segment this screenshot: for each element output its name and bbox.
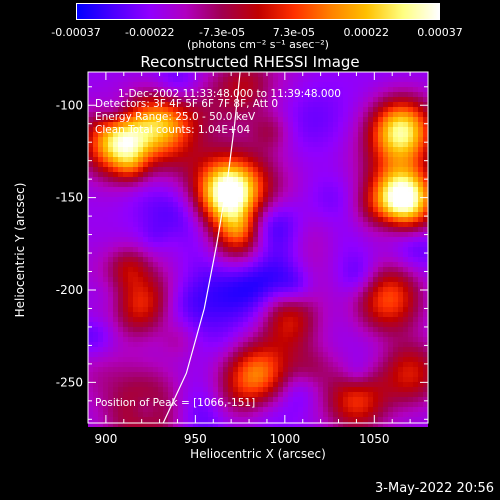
annotation-method: Clean Total counts: 1.04E+04 bbox=[95, 124, 251, 136]
x-tick-label: 900 bbox=[94, 432, 117, 446]
colorbar-tick-label: 0.00037 bbox=[417, 26, 463, 39]
colorbar-tick-label: -7.3e-05 bbox=[198, 26, 246, 39]
annotation-energy: Energy Range: 25.0 - 50.0 keV bbox=[95, 111, 256, 123]
colorbar-units: (photons cm⁻² s⁻¹ asec⁻²) bbox=[187, 38, 329, 51]
x-axis-label: Heliocentric X (arcsec) bbox=[190, 447, 326, 461]
annotation-time-range: 1-Dec-2002 11:33:48.000 to 11:39:48.000 bbox=[118, 88, 341, 100]
y-tick-label: -150 bbox=[56, 191, 83, 205]
heatmap-image bbox=[88, 72, 428, 427]
x-tick-label: 1000 bbox=[270, 432, 301, 446]
annotation-detectors: Detectors: 3F 4F 5F 6F 7F 8F, Att 0 bbox=[95, 98, 279, 110]
y-tick-label: -100 bbox=[56, 98, 83, 112]
chart-title: Reconstructed RHESSI Image bbox=[140, 53, 360, 71]
colorbar-tick-label: 7.3e-05 bbox=[272, 26, 316, 39]
axes: 900 950 1000 1050 -100 -150 -200 -250 bbox=[56, 72, 429, 446]
y-tick-label: -200 bbox=[56, 283, 83, 297]
timestamp: 3-May-2022 20:56 bbox=[375, 481, 494, 496]
solar-limb-line bbox=[162, 71, 241, 424]
colorbar bbox=[76, 3, 440, 20]
x-tick-label: 1050 bbox=[359, 432, 390, 446]
y-axis-label: Heliocentric Y (arcsec) bbox=[13, 182, 27, 318]
colorbar-tick-label: -0.00037 bbox=[51, 26, 101, 39]
colorbar-tick-label: 0.00022 bbox=[343, 26, 389, 39]
x-tick-label: 950 bbox=[184, 432, 207, 446]
annotation-peak: Position of Peak = [1066,-151] bbox=[95, 397, 256, 409]
y-tick-label: -250 bbox=[56, 375, 83, 389]
plot-frame bbox=[87, 71, 429, 424]
colorbar-tick-label: -0.00022 bbox=[125, 26, 175, 39]
